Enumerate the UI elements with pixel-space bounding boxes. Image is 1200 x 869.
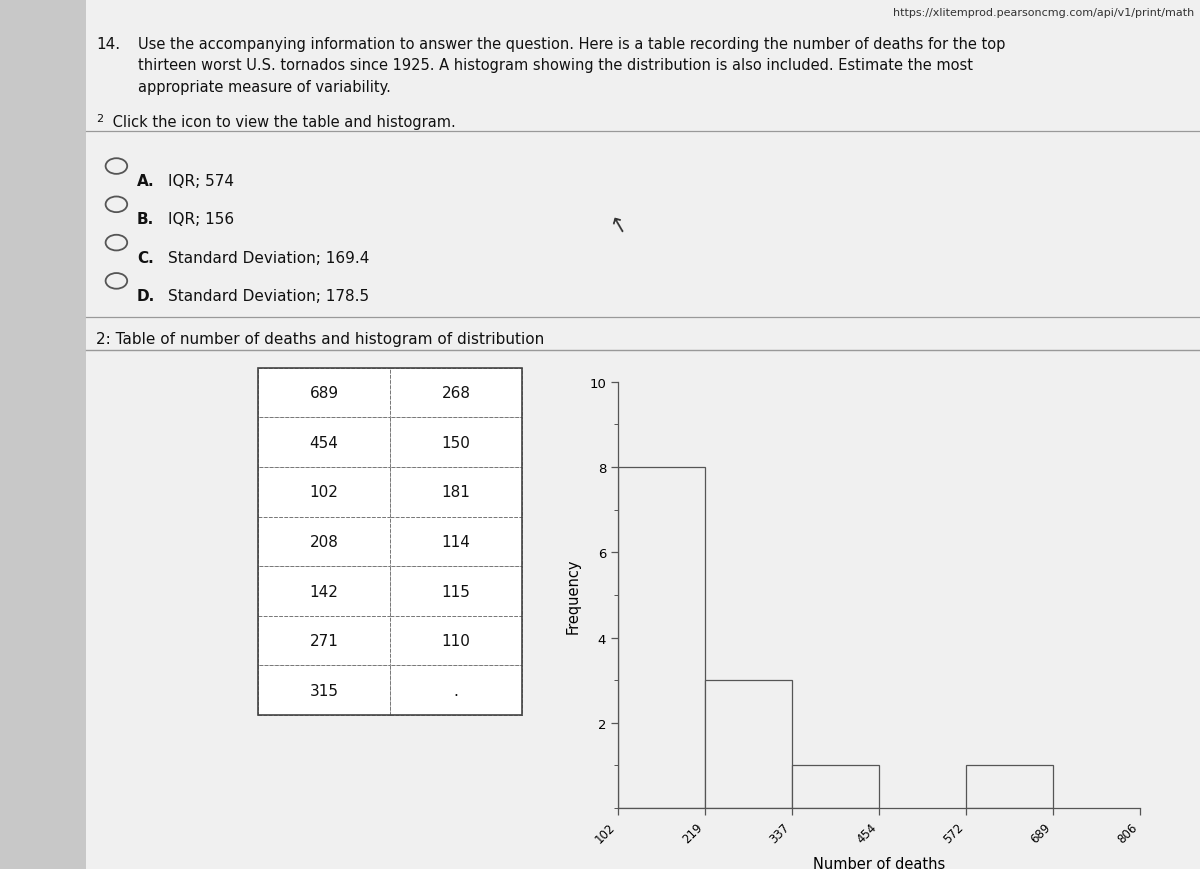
Text: C.: C.	[137, 250, 154, 265]
Text: 689: 689	[310, 386, 338, 401]
Text: Standard Deviation; 169.4: Standard Deviation; 169.4	[168, 250, 370, 265]
Text: 454: 454	[310, 435, 338, 450]
Text: IQR; 574: IQR; 574	[168, 174, 234, 189]
Text: 208: 208	[310, 534, 338, 549]
Text: 2: Table of number of deaths and histogram of distribution: 2: Table of number of deaths and histogr…	[96, 332, 545, 347]
Bar	[792, 766, 878, 808]
Text: A.: A.	[137, 174, 155, 189]
Bar	[618, 468, 704, 808]
Text: https://xlitemprod.pearsoncmg.com/api/v1/print/math: https://xlitemprod.pearsoncmg.com/api/v1…	[893, 8, 1194, 17]
Text: 268: 268	[442, 386, 470, 401]
Text: 14.: 14.	[96, 36, 120, 51]
Text: IQR; 156: IQR; 156	[168, 212, 234, 227]
Bar	[704, 680, 792, 808]
Text: Use the accompanying information to answer the question. Here is a table recordi: Use the accompanying information to answ…	[138, 36, 1006, 51]
Text: Click the icon to view the table and histogram.: Click the icon to view the table and his…	[108, 115, 456, 129]
Text: 150: 150	[442, 435, 470, 450]
Text: 115: 115	[442, 584, 470, 599]
Text: 102: 102	[310, 485, 338, 500]
Text: 114: 114	[442, 534, 470, 549]
Text: D.: D.	[137, 289, 155, 303]
Text: ↖: ↖	[606, 214, 630, 238]
Text: 181: 181	[442, 485, 470, 500]
Bar	[966, 766, 1054, 808]
Text: .: .	[454, 683, 458, 698]
X-axis label: Number of deaths: Number of deaths	[812, 856, 946, 869]
Text: thirteen worst U.S. tornados since 1925. A histogram showing the distribution is: thirteen worst U.S. tornados since 1925.…	[138, 58, 973, 73]
Text: 271: 271	[310, 634, 338, 648]
Text: appropriate measure of variability.: appropriate measure of variability.	[138, 80, 391, 95]
Text: B.: B.	[137, 212, 154, 227]
Text: 2: 2	[96, 114, 103, 123]
Text: 142: 142	[310, 584, 338, 599]
Text: 110: 110	[442, 634, 470, 648]
Y-axis label: Frequency: Frequency	[566, 558, 581, 633]
Text: Standard Deviation; 178.5: Standard Deviation; 178.5	[168, 289, 370, 303]
Text: 315: 315	[310, 683, 338, 698]
